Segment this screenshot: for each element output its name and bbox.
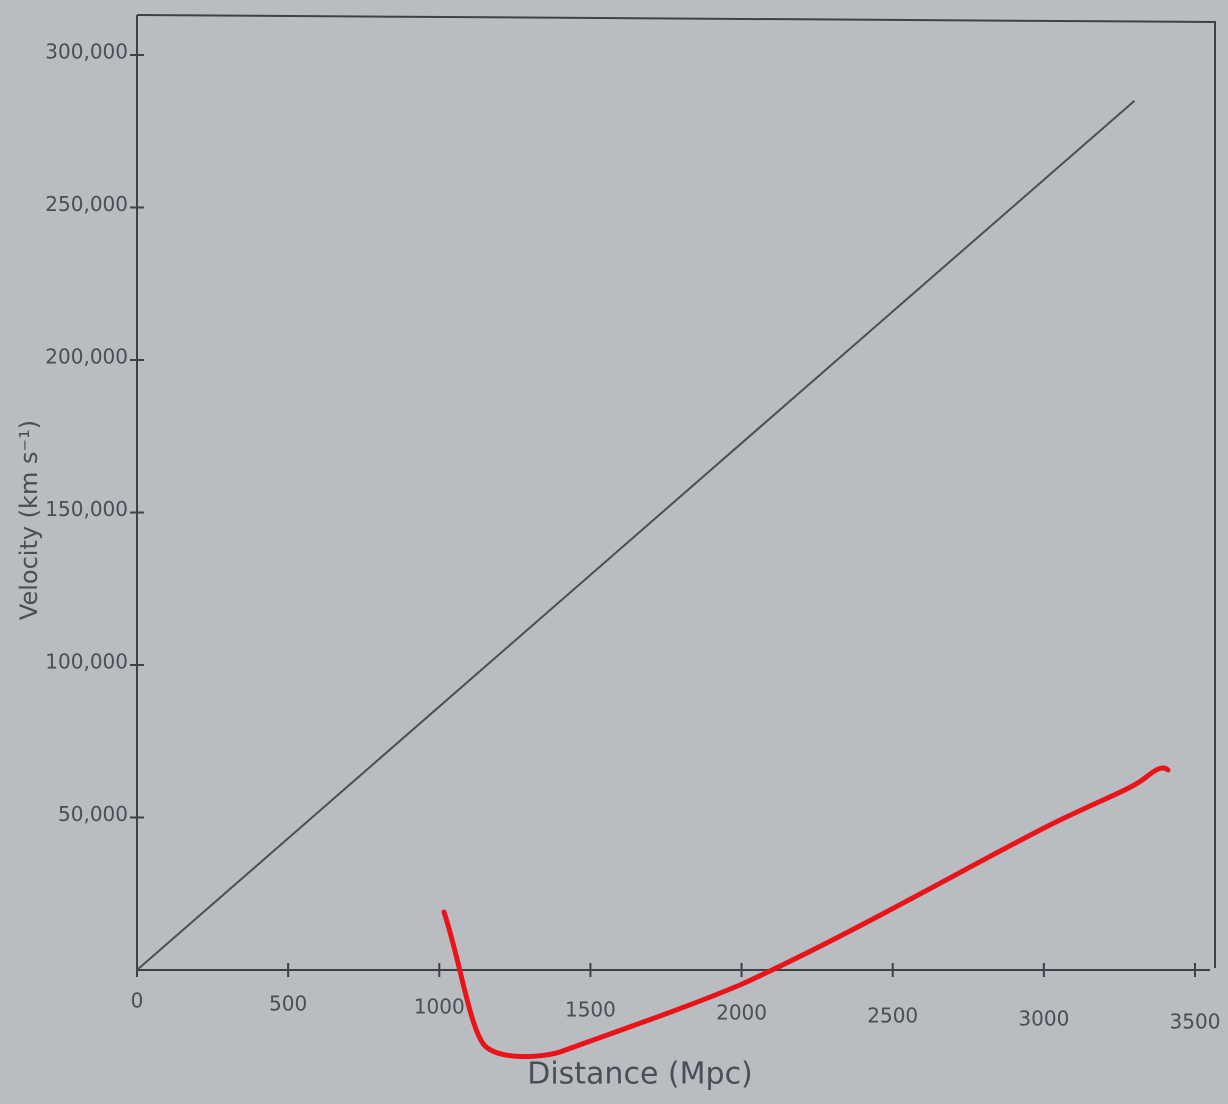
y-tick-label: 300,000 <box>45 40 128 64</box>
y-tick-label: 250,000 <box>45 192 128 216</box>
x-tick-label: 500 <box>269 992 307 1016</box>
x-tick-label: 1000 <box>414 995 465 1019</box>
chart: Distance (Mpc) Velocity (km s⁻¹) 0 500 100… <box>0 0 1228 1104</box>
x-tick-label: 0 <box>131 989 144 1013</box>
x-tick-label: 2500 <box>867 1004 918 1028</box>
y-tick-label: 150,000 <box>45 497 128 521</box>
paper <box>0 0 1228 1104</box>
x-tick-label: 2000 <box>716 1001 767 1025</box>
y-tick-label: 100,000 <box>45 650 128 674</box>
x-tick-label: 3000 <box>1018 1007 1069 1031</box>
x-tick-label: 1500 <box>565 998 616 1022</box>
y-tick-label: 200,000 <box>45 345 128 369</box>
x-tick-label: 3500 <box>1170 1010 1221 1034</box>
y-axis-label: Velocity (km s⁻¹) <box>15 420 43 620</box>
y-tick-label: 50,000 <box>58 802 128 826</box>
x-axis-label: Distance (Mpc) <box>527 1057 753 1092</box>
